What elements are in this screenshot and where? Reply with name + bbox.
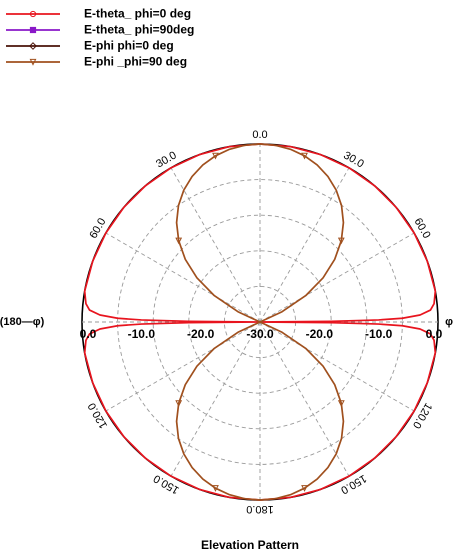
series-3 — [175, 143, 345, 501]
chart-title: Elevation Pattern — [201, 538, 299, 551]
radial-tick-label: -30.0 — [246, 327, 274, 341]
grid-spoke-30 — [259, 167, 350, 323]
legend-marker-0 — [29, 10, 37, 18]
left-axis-label: (180—φ) — [0, 316, 45, 328]
grid-spoke-210 — [170, 321, 261, 477]
series-3-marker — [301, 485, 308, 492]
legend-label-1: E-theta_ phi=90deg — [84, 23, 194, 37]
legend-marker-2 — [29, 42, 37, 50]
grid-spoke-150 — [259, 321, 350, 477]
angle-tick-label: 0.0 — [252, 129, 267, 141]
series-line-3 — [175, 143, 345, 501]
grid-spoke-300 — [105, 232, 261, 323]
series-3-marker — [301, 152, 308, 160]
grid-spoke-240 — [105, 321, 261, 412]
radial-tick-label: -20.0 — [306, 327, 334, 341]
legend-label-3: E-phi _phi=90 deg — [84, 55, 187, 69]
legend-label-0: E-theta_ phi=0 deg — [84, 7, 191, 21]
radial-tick-label: 0.0 — [80, 327, 97, 341]
series-3-marker — [337, 400, 345, 408]
grid-spoke-120 — [259, 321, 415, 412]
angle-tick-label: 180.0 — [246, 503, 274, 515]
series-3-marker — [175, 237, 183, 245]
legend-label-2: E-phi phi=0 deg — [84, 39, 174, 53]
radial-tick-label: 0.0 — [426, 327, 443, 341]
grid-spoke-330 — [170, 167, 261, 323]
legend-marker-1 — [29, 26, 37, 34]
chart-legend: E-theta_ phi=0 deg E-theta_ phi=90deg E-ph… — [6, 7, 194, 69]
series-3-marker — [175, 400, 183, 408]
series-layer — [83, 143, 437, 501]
legend-marker-3 — [29, 58, 37, 66]
radial-tick-label: -10.0 — [365, 327, 393, 341]
radial-tick-label: -20.0 — [187, 327, 215, 341]
series-3-marker — [337, 237, 345, 245]
series-3-marker — [212, 152, 219, 160]
grid-spoke-60 — [259, 232, 415, 323]
series-3-marker — [212, 485, 219, 492]
right-axis-label: φ — [445, 316, 453, 328]
radial-tick-label: -10.0 — [128, 327, 156, 341]
